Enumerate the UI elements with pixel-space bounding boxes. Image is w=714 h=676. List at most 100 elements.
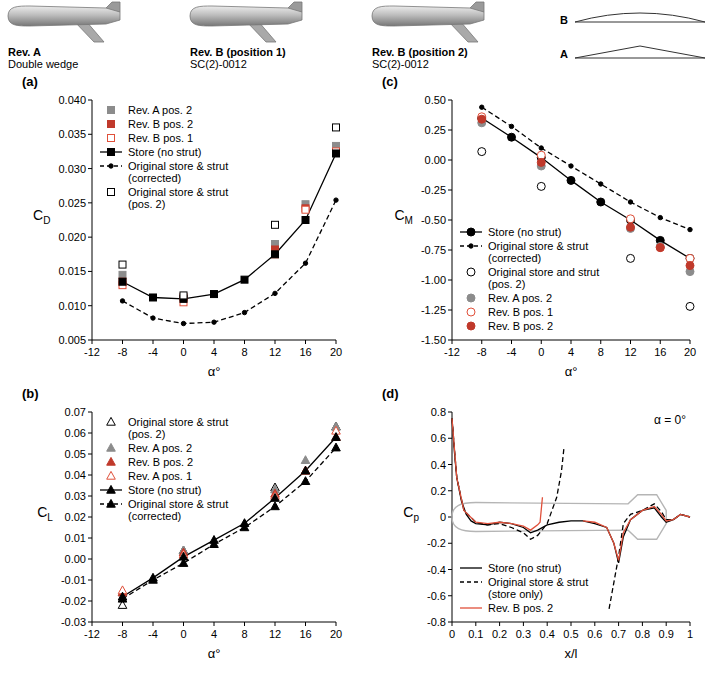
legend-marker [107, 417, 116, 425]
plot-area [119, 124, 340, 326]
y-tick-label: 0.01 [65, 532, 86, 544]
y-tick-label: 0.005 [58, 334, 86, 346]
x-tick-label: 16 [299, 628, 311, 640]
legend-label-part: Rev. B pos. 1 [128, 132, 193, 144]
x-tick-label: 0 [449, 628, 455, 640]
x-tick [214, 340, 215, 344]
y-tick [88, 559, 92, 560]
legend-label: Rev. A pos. 2 [488, 292, 552, 304]
profile-shape [575, 46, 705, 58]
store-section: Double wedge [8, 58, 78, 70]
x-axis-title: α° [208, 364, 221, 379]
x-tick [481, 340, 482, 344]
data-point [301, 456, 310, 464]
data-point [301, 466, 310, 474]
y-axis-title-main: C [37, 504, 47, 520]
panel-title: (c) [382, 74, 398, 89]
legend-marker [469, 244, 473, 248]
y-tick-label: 0.025 [58, 197, 86, 209]
x-tick-label: 16 [299, 346, 311, 358]
legend-label-part: Original store & strut [128, 186, 231, 198]
data-point [599, 182, 603, 186]
x-tick-label: 0 [538, 346, 544, 358]
data-point [272, 221, 279, 228]
y-tick-label: -0.2 [427, 537, 446, 549]
data-point [686, 262, 694, 270]
store-body [8, 6, 120, 26]
store-image [8, 2, 120, 42]
legend: Rev. A pos. 2Rev. B pos. 2Rev. B pos. 1S… [100, 104, 231, 210]
y-tick-label: 0.02 [65, 511, 86, 523]
legend-marker [107, 485, 116, 493]
x-tick-label: -12 [444, 346, 460, 358]
legend-label-part: Store (no strut) [128, 484, 201, 496]
y-tick-label: 0.00 [425, 154, 446, 166]
x-tick [305, 622, 306, 626]
data-point [212, 320, 216, 324]
legend-label-part: (store only) [488, 588, 543, 600]
y-axis-title-main: C [403, 504, 413, 520]
panel: -12-8-4048121620-1.50-1.25-1.00-0.75-0.5… [382, 74, 696, 379]
data-point [119, 261, 126, 268]
legend-label: Original store & strut (pos. 2) [128, 186, 231, 210]
y-axis-title-sub: M [405, 215, 413, 226]
legend-label-part: Rev. A pos. 2 [488, 292, 552, 304]
data-point [149, 575, 158, 583]
x-tick [153, 340, 154, 344]
x-tick-label: 8 [241, 346, 247, 358]
data-point [119, 278, 126, 285]
data-point [509, 124, 513, 128]
y-tick [88, 517, 92, 518]
store-label: Rev. A [8, 46, 41, 58]
y-tick [448, 464, 452, 465]
legend-label-part: Original store and strut [488, 266, 602, 278]
data-point [180, 292, 187, 299]
legend-label-part: Rev. A pos. 1 [128, 470, 192, 482]
data-point [120, 299, 124, 303]
x-tick [183, 622, 184, 626]
legend-marker [467, 322, 475, 330]
x-tick-label: -8 [477, 346, 487, 358]
y-tick-label: -1.50 [421, 334, 446, 346]
data-point [478, 115, 486, 123]
data-point [537, 182, 545, 190]
store-section: SC(2)-0012 [372, 58, 429, 70]
y-tick-label: 0.010 [58, 300, 86, 312]
data-point [656, 244, 664, 252]
x-tick [571, 622, 572, 626]
store-image [190, 2, 302, 42]
series-line [452, 419, 690, 561]
y-tick [88, 271, 92, 272]
y-axis-title-sub: L [47, 512, 53, 523]
legend-label-part: Rev. A pos. 2 [128, 104, 192, 116]
panel-title: (a) [22, 74, 38, 89]
y-tick-label: -0.8 [427, 616, 446, 628]
y-tick [88, 622, 92, 623]
x-tick [122, 340, 123, 344]
series-line [123, 200, 337, 323]
legend-label-part: Rev. B pos. 2 [488, 602, 553, 614]
legend-marker [109, 164, 113, 168]
legend-marker [107, 457, 116, 465]
y-tick-label: 0.2 [431, 485, 446, 497]
x-tick [666, 622, 667, 626]
y-tick [88, 100, 92, 101]
panel: -12-8-40481216200.0050.0100.0150.0200.02… [22, 74, 342, 379]
x-tick [511, 340, 512, 344]
x-tick [690, 340, 691, 344]
legend-label-part: Store (no strut) [488, 562, 561, 574]
data-point [627, 215, 635, 223]
y-tick [88, 454, 92, 455]
y-tick-label: 0.25 [425, 124, 446, 136]
x-tick [336, 340, 337, 344]
series-line [482, 118, 690, 258]
store-label: Rev. B (position 1) [190, 46, 286, 58]
data-point [478, 148, 486, 156]
y-tick [448, 250, 452, 251]
x-tick-label: -4 [507, 346, 517, 358]
legend-label-part: Store (no strut) [128, 146, 201, 158]
profile-shape [575, 13, 705, 22]
x-tick [642, 622, 643, 626]
x-tick-label: 0.1 [468, 628, 483, 640]
y-tick-label: 0.04 [65, 469, 86, 481]
